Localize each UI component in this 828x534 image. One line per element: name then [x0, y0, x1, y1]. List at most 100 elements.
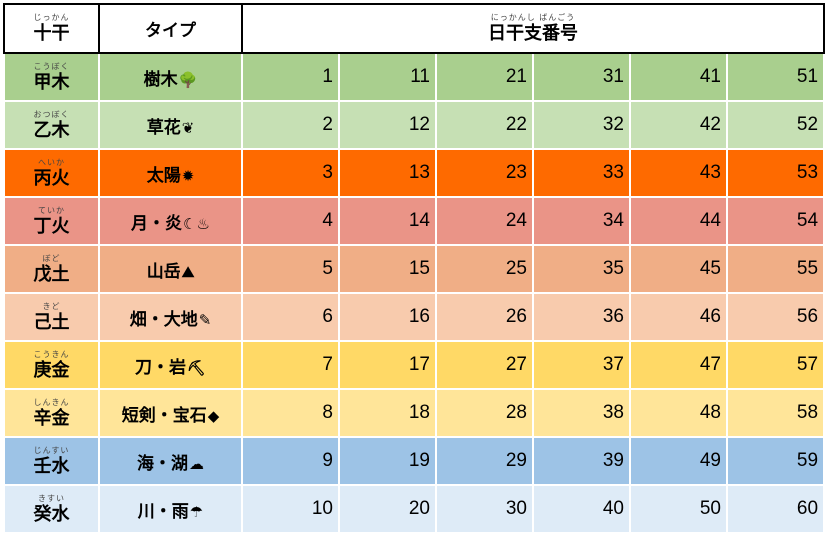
kan-ruby: じんすい [33, 445, 70, 455]
kan-label: 癸水 [33, 503, 70, 525]
number-cell: 21 [435, 52, 534, 102]
type-cell: 太陽✹ [98, 148, 243, 198]
number-cell: 43 [629, 148, 728, 198]
number-cell: 48 [629, 388, 728, 438]
kan-cell: じんすい 壬水 [3, 436, 100, 486]
kan-cell: おつぼく 乙木 [3, 100, 100, 150]
soil-icon: ✎ [198, 310, 212, 329]
number-cell: 36 [532, 292, 631, 342]
number-cell: 29 [435, 436, 534, 486]
number-cell: 16 [338, 292, 437, 342]
water-icon: ☁ [189, 454, 204, 473]
table-row: おつぼく 乙木 草花❦ 2 12 22 32 42 52 [3, 100, 826, 150]
number-cell: 5 [241, 244, 340, 294]
type-label: 山岳 [146, 261, 181, 282]
number-cell: 57 [725, 340, 826, 390]
number-cell: 27 [435, 340, 534, 390]
number-cell: 59 [725, 436, 826, 486]
type-cell: 海・湖☁ [98, 436, 243, 486]
number-cell: 41 [629, 52, 728, 102]
number-cell: 11 [338, 52, 437, 102]
number-cell: 37 [532, 340, 631, 390]
rock-icon: ⛏ [186, 358, 207, 377]
number-cell: 1 [241, 52, 340, 102]
header-number-cell: にっかんし ばんごう 日干支番号 [240, 3, 826, 54]
header-type-cell: タイプ [98, 3, 243, 54]
table-row: きど 己土 畑・大地✎ 6 16 26 36 46 56 [3, 292, 826, 342]
kan-cell: こうぼく 甲木 [3, 52, 100, 102]
number-cell: 31 [532, 52, 631, 102]
kan-cell: こうきん 庚金 [3, 340, 100, 390]
table-row: こうきん 庚金 刀・岩⛏ 7 17 27 37 47 57 [3, 340, 826, 390]
number-cell: 14 [338, 196, 437, 246]
number-cell: 56 [725, 292, 826, 342]
kan-ruby: きど [42, 301, 61, 311]
kan-ruby: へいか [38, 157, 65, 167]
kan-label: 甲木 [33, 71, 70, 93]
table-row: へいか 丙火 太陽✹ 3 13 23 33 43 53 [3, 148, 826, 198]
number-cell: 2 [241, 100, 340, 150]
type-label: 海・湖 [137, 453, 188, 474]
kan-ruby: こうきん [33, 349, 70, 359]
type-cell: 草花❦ [98, 100, 243, 150]
table-row: ぼど 戊土 山岳⛰ 5 15 25 35 45 55 [3, 244, 826, 294]
number-cell: 54 [725, 196, 826, 246]
number-cell: 46 [629, 292, 728, 342]
kan-cell: ぼど 戊土 [3, 244, 100, 294]
number-cell: 50 [629, 484, 728, 534]
number-cell: 42 [629, 100, 728, 150]
number-cell: 17 [338, 340, 437, 390]
kan-label: 戊土 [33, 263, 70, 285]
kan-label: 己土 [33, 311, 70, 333]
kan-cell: きすい 癸水 [3, 484, 100, 534]
number-cell: 32 [532, 100, 631, 150]
number-cell: 58 [725, 388, 826, 438]
kan-cell: ていか 丁火 [3, 196, 100, 246]
tree-icon: 🌳 [178, 70, 198, 89]
number-cell: 4 [241, 196, 340, 246]
number-cell: 35 [532, 244, 631, 294]
number-cell: 39 [532, 436, 631, 486]
sun-icon: ✹ [181, 166, 195, 185]
number-cell: 22 [435, 100, 534, 150]
number-cell: 60 [725, 484, 826, 534]
table-row: じんすい 壬水 海・湖☁ 9 19 29 39 49 59 [3, 436, 826, 486]
kan-cell: へいか 丙火 [3, 148, 100, 198]
header-number-label: 日干支番号 [488, 23, 579, 44]
table-row: きすい 癸水 川・雨☂ 10 20 30 40 50 60 [3, 484, 826, 534]
number-cell: 45 [629, 244, 728, 294]
kan-label: 庚金 [33, 359, 70, 381]
kan-ruby: こうぼく [33, 61, 70, 71]
number-cell: 7 [241, 340, 340, 390]
number-cell: 13 [338, 148, 437, 198]
number-cell: 19 [338, 436, 437, 486]
number-cell: 49 [629, 436, 728, 486]
table-row: こうぼく 甲木 樹木🌳 1 11 21 31 41 51 [3, 52, 826, 102]
number-cell: 18 [338, 388, 437, 438]
number-cell: 24 [435, 196, 534, 246]
type-label: 太陽 [146, 165, 181, 186]
number-cell: 23 [435, 148, 534, 198]
jikkan-table: じっかん 十干 タイプ にっかんし ばんごう 日干支番号 こうぼく 甲木 樹木🌳 1 1… [3, 3, 826, 534]
number-cell: 12 [338, 100, 437, 150]
type-cell: 月・炎☾♨ [98, 196, 243, 246]
header-kan-label: 十干 [33, 23, 70, 44]
kan-cell: しんきん 辛金 [3, 388, 100, 438]
header-kan-ruby: じっかん [33, 13, 70, 22]
number-cell: 33 [532, 148, 631, 198]
kan-label: 辛金 [33, 407, 70, 429]
kan-ruby: しんきん [33, 397, 70, 407]
header-number-ruby: にっかんし ばんごう [490, 13, 576, 22]
kan-cell: きど 己土 [3, 292, 100, 342]
rain-icon: ☂ [189, 502, 204, 521]
mountain-icon: ⛰ [181, 262, 195, 281]
kan-label: 壬水 [33, 455, 70, 477]
kan-label: 丙火 [33, 167, 70, 189]
type-label: 草花 [146, 117, 181, 138]
number-cell: 55 [725, 244, 826, 294]
number-cell: 8 [241, 388, 340, 438]
jikkan-table-container: じっかん 十干 タイプ にっかんし ばんごう 日干支番号 こうぼく 甲木 樹木🌳 1 1… [3, 3, 826, 534]
number-cell: 26 [435, 292, 534, 342]
number-cell: 52 [725, 100, 826, 150]
number-cell: 9 [241, 436, 340, 486]
